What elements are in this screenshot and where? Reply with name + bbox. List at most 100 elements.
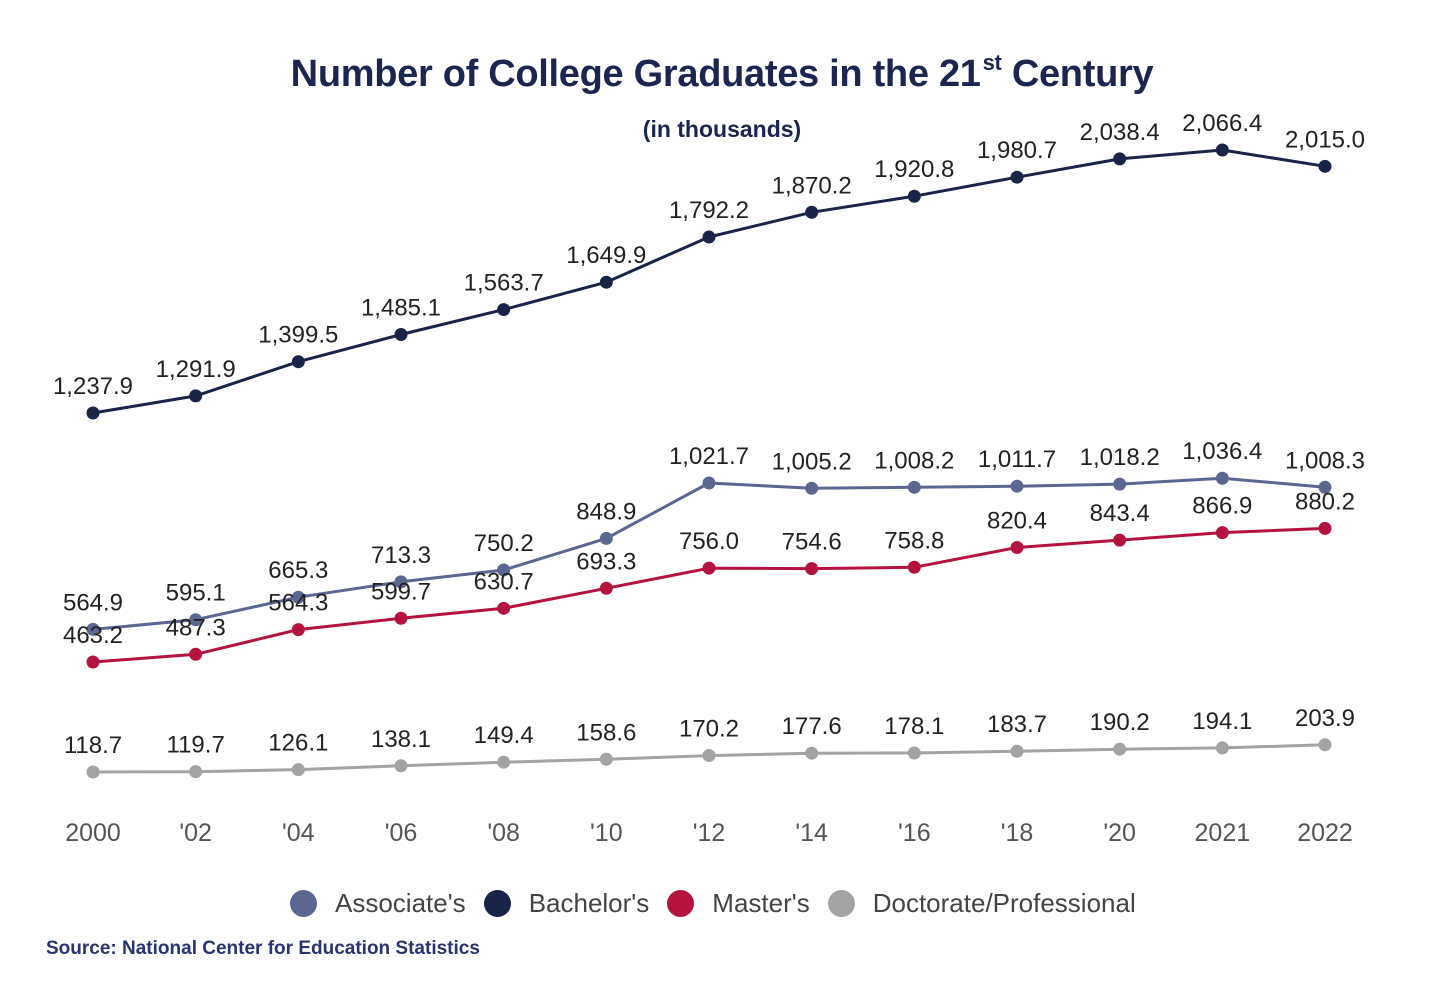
data-label-associates: 1,008.2 [874, 447, 954, 474]
data-point-bachelors [497, 303, 511, 317]
chart-title-superscript: st [982, 50, 1002, 75]
data-point-masters [1010, 541, 1024, 555]
data-label-associates: 564.9 [63, 589, 123, 616]
data-point-masters [702, 561, 716, 575]
legend-swatch-associates [290, 890, 317, 917]
x-tick-label: 2000 [65, 819, 121, 847]
data-point-masters [907, 560, 921, 574]
data-label-associates: 848.9 [576, 498, 636, 525]
x-tick-label: '20 [1103, 819, 1136, 847]
series-bachelors [86, 143, 1332, 420]
data-label-bachelors: 1,399.5 [258, 322, 338, 349]
data-label-masters: 880.2 [1295, 488, 1355, 515]
data-point-associates [291, 590, 305, 604]
x-tick-label: '02 [179, 819, 212, 847]
data-label-bachelors: 1,920.8 [874, 156, 954, 183]
x-tick-label: 2021 [1195, 819, 1251, 847]
data-label-masters: 754.6 [782, 529, 842, 556]
data-label-doctorate: 190.2 [1090, 709, 1150, 736]
data-label-masters: 487.3 [166, 614, 226, 641]
data-label-associates: 1,005.2 [772, 448, 852, 475]
data-point-associates [702, 476, 716, 490]
data-point-masters [1318, 521, 1332, 535]
data-label-bachelors: 1,980.7 [977, 137, 1057, 164]
data-label-associates: 713.3 [371, 542, 431, 569]
data-point-bachelors [805, 205, 819, 219]
data-point-associates [86, 622, 100, 636]
series-doctorate [86, 738, 1332, 779]
data-point-associates [394, 575, 408, 589]
legend-item-associates[interactable]: Associate's [290, 888, 466, 919]
data-point-associates [599, 531, 613, 545]
data-label-doctorate: 118.7 [64, 732, 122, 759]
data-label-associates: 1,036.4 [1182, 438, 1262, 465]
data-point-masters [291, 623, 305, 637]
data-label-associates: 1,011.7 [978, 446, 1056, 473]
data-label-associates: 1,018.2 [1080, 444, 1160, 471]
data-point-bachelors [702, 230, 716, 244]
data-label-masters: 758.8 [884, 527, 944, 554]
legend-label-masters: Master's [712, 888, 810, 918]
legend-label-bachelors: Bachelor's [528, 888, 650, 918]
data-point-associates [1113, 477, 1127, 491]
series-associates [86, 471, 1332, 636]
data-point-bachelors [1215, 143, 1229, 157]
series-line-bachelors [92, 148, 1326, 415]
chart-legend: Associate's Bachelor's Master's Doctorat… [290, 888, 1154, 919]
legend-swatch-doctorate [827, 890, 855, 917]
data-point-doctorate [599, 752, 613, 766]
data-label-doctorate: 119.7 [167, 732, 225, 759]
data-point-doctorate [86, 765, 100, 779]
legend-item-masters[interactable]: Master's [667, 888, 810, 919]
data-label-bachelors: 1,291.9 [156, 356, 236, 383]
data-label-masters: 564.3 [268, 590, 328, 617]
data-label-doctorate: 126.1 [268, 730, 328, 757]
data-point-masters [497, 601, 511, 615]
chart-title-end: Century [1001, 53, 1154, 95]
data-label-doctorate: 149.4 [474, 722, 534, 749]
data-label-bachelors: 1,792.2 [669, 197, 749, 224]
data-point-doctorate [1215, 741, 1229, 755]
data-point-masters [189, 647, 203, 661]
data-point-associates [189, 613, 203, 627]
data-point-bachelors [1318, 159, 1332, 173]
data-label-associates: 595.1 [166, 580, 226, 607]
data-label-bachelors: 2,015.0 [1285, 126, 1365, 153]
data-label-masters: 463.2 [63, 622, 123, 649]
data-label-masters: 630.7 [474, 568, 534, 595]
data-label-doctorate: 138.1 [371, 726, 431, 753]
data-point-bachelors [291, 355, 305, 369]
legend-label-associates: Associate's [335, 888, 466, 918]
legend-swatch-bachelors [483, 890, 511, 917]
data-label-doctorate: 183.7 [987, 711, 1047, 738]
x-tick-label: 2022 [1297, 819, 1353, 847]
data-point-bachelors [1010, 170, 1024, 184]
data-point-bachelors [394, 328, 408, 342]
data-label-bachelors: 1,563.7 [464, 270, 544, 297]
data-point-associates [805, 481, 819, 495]
data-label-doctorate: 203.9 [1295, 705, 1355, 732]
data-label-doctorate: 194.1 [1192, 708, 1252, 735]
data-point-masters [394, 611, 408, 625]
data-label-masters: 693.3 [576, 548, 636, 575]
data-point-doctorate [805, 746, 819, 760]
x-tick-label: '16 [898, 819, 931, 847]
legend-item-doctorate[interactable]: Doctorate/Professional [827, 888, 1136, 919]
x-tick-label: '06 [385, 819, 418, 847]
data-point-doctorate [702, 749, 716, 763]
data-point-associates [1010, 479, 1024, 493]
data-point-bachelors [86, 406, 100, 420]
data-point-doctorate [394, 759, 408, 773]
data-label-associates: 1,008.3 [1285, 447, 1365, 474]
data-point-bachelors [189, 389, 203, 403]
data-label-masters: 843.4 [1090, 500, 1150, 527]
data-label-associates: 750.2 [474, 530, 534, 557]
data-point-doctorate [189, 765, 203, 779]
legend-item-bachelors[interactable]: Bachelor's [483, 888, 650, 919]
data-label-associates: 1,021.7 [669, 443, 749, 470]
x-tick-label: '14 [795, 819, 828, 847]
data-point-associates [907, 480, 921, 494]
x-tick-label: '12 [693, 819, 726, 847]
x-tick-label: '04 [282, 819, 315, 847]
data-label-doctorate: 158.6 [576, 719, 636, 746]
